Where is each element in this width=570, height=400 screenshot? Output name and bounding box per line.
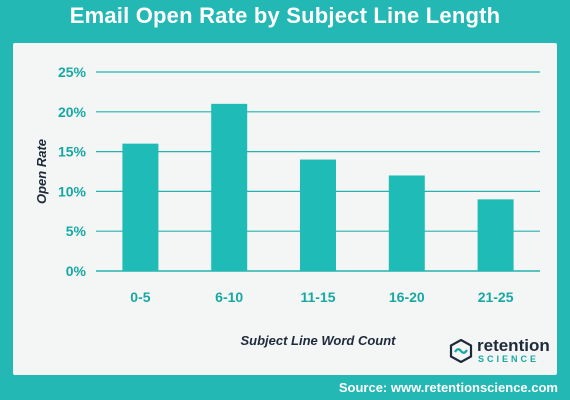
x-tick-label: 16-20 xyxy=(389,289,425,305)
logo-subword: SCIENCE xyxy=(478,354,540,364)
bar xyxy=(122,143,159,271)
x-tick-label: 6-10 xyxy=(215,289,243,305)
bar xyxy=(211,103,248,271)
retention-science-logo: retention SCIENCE xyxy=(447,335,557,367)
chart-panel xyxy=(13,43,557,375)
y-tick-label: 0% xyxy=(66,263,87,279)
bar xyxy=(300,159,336,271)
x-tick-label: 21-25 xyxy=(478,289,514,305)
bar xyxy=(388,175,425,271)
y-tick-label: 20% xyxy=(58,104,87,120)
y-tick-label: 10% xyxy=(58,183,87,199)
x-tick-label: 11-15 xyxy=(300,289,335,305)
y-tick-label: 25% xyxy=(58,64,87,80)
chart-title: Email Open Rate by Subject Line Length xyxy=(69,3,501,28)
logo-wave-icon xyxy=(449,339,473,363)
bar xyxy=(477,199,514,271)
x-tick-label: 0-5 xyxy=(130,289,150,305)
y-tick-label: 15% xyxy=(58,144,87,160)
y-axis-title: Open Rate xyxy=(34,139,49,204)
y-tick-label: 5% xyxy=(66,223,87,239)
source-credit: Source: www.retentionscience.com xyxy=(338,380,558,395)
x-axis-title: Subject Line Word Count xyxy=(240,333,396,348)
logo-word: retention xyxy=(477,336,550,355)
